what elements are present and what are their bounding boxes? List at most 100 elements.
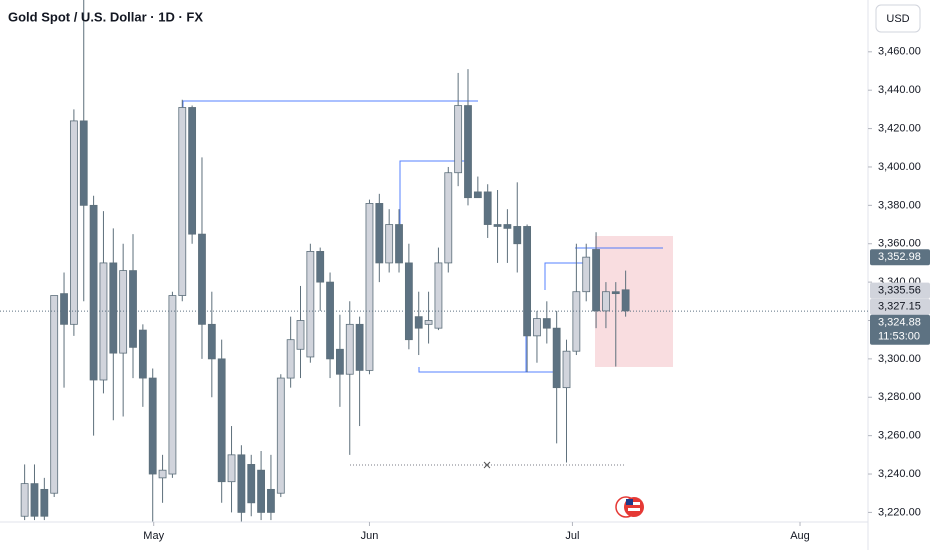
candle-body bbox=[473, 191, 482, 199]
candle-body bbox=[99, 262, 108, 381]
candle-body bbox=[40, 488, 49, 517]
candle-body bbox=[414, 316, 423, 329]
candle-body bbox=[138, 329, 147, 379]
y-tick-label: 3,400.00 bbox=[878, 161, 921, 173]
candle-body bbox=[50, 295, 59, 494]
drawn-line bbox=[182, 100, 478, 110]
candle-body bbox=[158, 469, 167, 479]
x-tick-label: Jun bbox=[361, 530, 379, 542]
candle-body bbox=[316, 251, 325, 283]
candle-body bbox=[296, 320, 305, 350]
price-tag bbox=[870, 298, 930, 315]
candle-body bbox=[385, 224, 394, 264]
candle-body bbox=[444, 172, 453, 264]
candle-body bbox=[365, 203, 374, 371]
icon-stripe bbox=[628, 508, 640, 511]
flag-icon bbox=[615, 496, 644, 518]
candle-body bbox=[129, 270, 137, 348]
candle-body bbox=[79, 120, 88, 206]
drawn-line bbox=[544, 262, 583, 290]
candle-body bbox=[148, 377, 157, 475]
cross-marker bbox=[483, 461, 491, 469]
candle-body bbox=[89, 204, 98, 381]
candle-body bbox=[247, 464, 256, 504]
y-tick-label: 3,460.00 bbox=[878, 46, 921, 58]
candle-body bbox=[30, 483, 39, 517]
price-tag-label: 3,335.56 bbox=[878, 285, 921, 297]
y-tick-label: 3,300.00 bbox=[878, 353, 921, 365]
candle-body bbox=[572, 291, 581, 352]
candle-body bbox=[227, 454, 236, 483]
y-tick-label: 3,280.00 bbox=[878, 391, 921, 403]
x-tick-label: Jul bbox=[565, 530, 579, 542]
candle-body bbox=[119, 270, 128, 354]
candle-body bbox=[542, 318, 551, 329]
candles bbox=[20, 0, 630, 522]
y-tick-label: 3,240.00 bbox=[878, 468, 921, 480]
y-tick-label: 3,380.00 bbox=[878, 199, 921, 211]
candle-body bbox=[523, 226, 532, 337]
drawn-line bbox=[418, 367, 553, 373]
candle-body bbox=[513, 226, 522, 245]
candle-body bbox=[178, 107, 187, 296]
candle-body bbox=[286, 339, 295, 379]
y-tick-label: 3,420.00 bbox=[878, 122, 921, 134]
price-tag bbox=[870, 282, 930, 299]
candle-body bbox=[464, 105, 472, 199]
price-tag-label: 3,352.98 bbox=[878, 251, 921, 263]
candle-body bbox=[237, 454, 246, 513]
price-tag bbox=[870, 314, 930, 345]
candle-body bbox=[188, 107, 197, 235]
candle-body bbox=[326, 281, 334, 360]
candle-body bbox=[404, 262, 413, 341]
candle-body bbox=[355, 323, 364, 371]
candle-body bbox=[582, 256, 591, 293]
candle-body bbox=[60, 293, 68, 325]
candle-body bbox=[493, 224, 502, 227]
candle-body bbox=[20, 483, 29, 517]
icon-canton bbox=[626, 499, 633, 505]
candle-body bbox=[621, 289, 630, 312]
x-tick-label: Aug bbox=[790, 530, 810, 542]
y-tick-label: 3,260.00 bbox=[878, 430, 921, 442]
candle-body bbox=[424, 320, 433, 325]
candle-body bbox=[552, 327, 561, 389]
candle-body bbox=[503, 224, 512, 229]
candle-body bbox=[168, 295, 177, 475]
candle-body bbox=[276, 377, 285, 494]
candle-body bbox=[198, 233, 206, 325]
chart-title: Gold Spot / U.S. Dollar · 1D · FX bbox=[8, 9, 203, 24]
countdown: 11:53:00 bbox=[878, 331, 920, 343]
candle-body bbox=[267, 488, 275, 513]
y-tick-label: 3,220.00 bbox=[878, 506, 921, 518]
candle-body bbox=[483, 191, 492, 225]
candle-body bbox=[109, 262, 118, 354]
candle-body bbox=[562, 350, 571, 389]
candle-body bbox=[336, 348, 344, 375]
price-tag-label: 3,324.88 bbox=[878, 317, 921, 329]
currency-label[interactable]: USD bbox=[886, 13, 909, 25]
candle-body bbox=[434, 262, 443, 329]
candle-body bbox=[69, 120, 78, 325]
x-tick-label: May bbox=[143, 530, 164, 542]
candle-body bbox=[306, 251, 315, 358]
price-tag-label: 3,327.15 bbox=[878, 301, 921, 313]
currency-button[interactable] bbox=[875, 4, 921, 33]
candle-body bbox=[533, 318, 541, 337]
candle-body bbox=[257, 469, 265, 513]
price-tag bbox=[870, 249, 930, 266]
candle-body bbox=[375, 203, 384, 264]
y-tick-label: 3,360.00 bbox=[878, 238, 921, 250]
candle-body bbox=[345, 323, 354, 375]
drawn-line bbox=[399, 160, 465, 250]
candle-body bbox=[454, 105, 463, 174]
candle-body bbox=[217, 358, 226, 483]
candle-body bbox=[395, 224, 403, 264]
candle-body bbox=[611, 291, 620, 295]
candle-body bbox=[207, 323, 216, 360]
candle-body bbox=[592, 249, 600, 312]
y-tick-label: 3,440.00 bbox=[878, 84, 921, 96]
icon-stripe bbox=[628, 502, 640, 505]
